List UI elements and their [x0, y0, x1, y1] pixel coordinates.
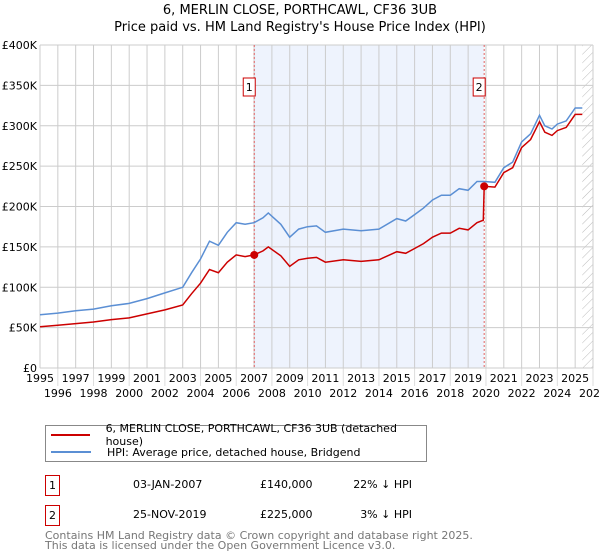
legend-label: 6, MERLIN CLOSE, PORTHCAWL, CF36 3UB (de… [105, 422, 397, 448]
legend-item-hpi: HPI: Average price, detached house, Brid… [46, 444, 360, 460]
plot-area: 1995 1996 1997 1998 1999 2000 2001 2002 2003 2004… [2, 39, 600, 400]
sale-marker-badge: 2 [45, 505, 60, 526]
legend-swatch-red [51, 434, 90, 436]
y-tick-label: £150K [2, 241, 38, 254]
x-tick-label: 2014 [365, 387, 393, 400]
sale-hpi-diff: 3% ↓ HPI [360, 508, 412, 521]
y-tick-label: £0 [23, 362, 37, 375]
x-tick-label: 2000 [115, 387, 143, 400]
sale-row-2: 2 25-NOV-2019 £225,000 3% ↓ HPI [45, 505, 445, 527]
x-tick-label: 2002 [151, 387, 179, 400]
x-tick-label: 2022 [508, 387, 536, 400]
sale-date: 03-JAN-2007 [133, 478, 203, 491]
x-tick-label: 2023 [525, 372, 553, 385]
legend: 6, MERLIN CLOSE, PORTHCAWL, CF36 3UB (de… [45, 422, 427, 462]
x-tick-label: 2012 [329, 387, 357, 400]
x-tick-label: 1997 [62, 372, 90, 385]
sale-marker-badge: 1 [45, 475, 60, 496]
chart-subtitle: Price paid vs. HM Land Registry's House … [114, 20, 486, 35]
x-tick-label: 2006 [222, 387, 250, 400]
footer-copyright: Contains HM Land Registry data © Crown c… [45, 529, 473, 542]
x-tick-label: 2011 [311, 372, 339, 385]
x-tick-label: 2010 [294, 387, 322, 400]
x-tick-label: 2017 [418, 372, 446, 385]
x-tick-label: 2013 [347, 372, 375, 385]
sale-price: £140,000 [260, 478, 313, 491]
x-tick-label: 2021 [490, 372, 518, 385]
y-tick-label: £100K [2, 281, 38, 294]
y-tick-label: £400K [2, 39, 38, 52]
y-tick-label: £300K [2, 120, 38, 133]
sale-date: 25-NOV-2019 [133, 508, 207, 521]
sale-row-1: 1 03-JAN-2007 £140,000 22% ↓ HPI [45, 475, 445, 497]
x-tick-label: 2008 [258, 387, 286, 400]
x-tick-label: 2024 [543, 387, 571, 400]
x-tick-label: 2025 [561, 372, 589, 385]
legend-label: HPI: Average price, detached house, Brid… [107, 445, 361, 459]
x-tick-label: 2026 [579, 387, 600, 400]
property-series-line [39, 113, 583, 328]
x-tick-label: 2005 [204, 372, 232, 385]
x-tick-label: 2001 [133, 372, 161, 385]
x-tick-label: 2019 [454, 372, 482, 385]
sale-label-box [242, 77, 256, 97]
x-tick-label: 1996 [44, 387, 72, 400]
chart-title: 6, MERLIN CLOSE, PORTHCAWL, CF36 3UB [162, 3, 438, 18]
sale-label-box [472, 77, 486, 97]
legend-item-property: 6, MERLIN CLOSE, PORTHCAWL, CF36 3UB (de… [46, 422, 426, 448]
footer-licence: This data is licensed under the Open Gov… [45, 539, 396, 552]
x-tick-label: 2016 [401, 387, 429, 400]
x-tick-label: 2018 [436, 387, 464, 400]
sale-price: £225,000 [260, 508, 313, 521]
x-tick-label: 1998 [80, 387, 108, 400]
sale-point [250, 250, 259, 259]
sale-hpi-diff: 22% ↓ HPI [353, 478, 412, 491]
sale-label: 1 [246, 81, 253, 94]
sale-label: 2 [476, 81, 483, 94]
legend-swatch-blue [51, 451, 91, 453]
x-tick-label: 2020 [472, 387, 500, 400]
y-tick-label: £250K [2, 160, 38, 173]
x-tick-label: 1999 [97, 372, 125, 385]
x-tick-label: 1995 [26, 372, 54, 385]
hpi-series-line [39, 107, 583, 316]
y-tick-label: £200K [2, 201, 38, 214]
x-tick-label: 2004 [187, 387, 215, 400]
sale-point [480, 182, 489, 191]
x-tick-label: 2015 [383, 372, 411, 385]
x-tick-label: 2009 [276, 372, 304, 385]
x-tick-label: 2003 [169, 372, 197, 385]
x-tick-label: 2007 [240, 372, 268, 385]
y-tick-label: £50K [9, 322, 38, 335]
y-tick-label: £350K [2, 79, 38, 92]
